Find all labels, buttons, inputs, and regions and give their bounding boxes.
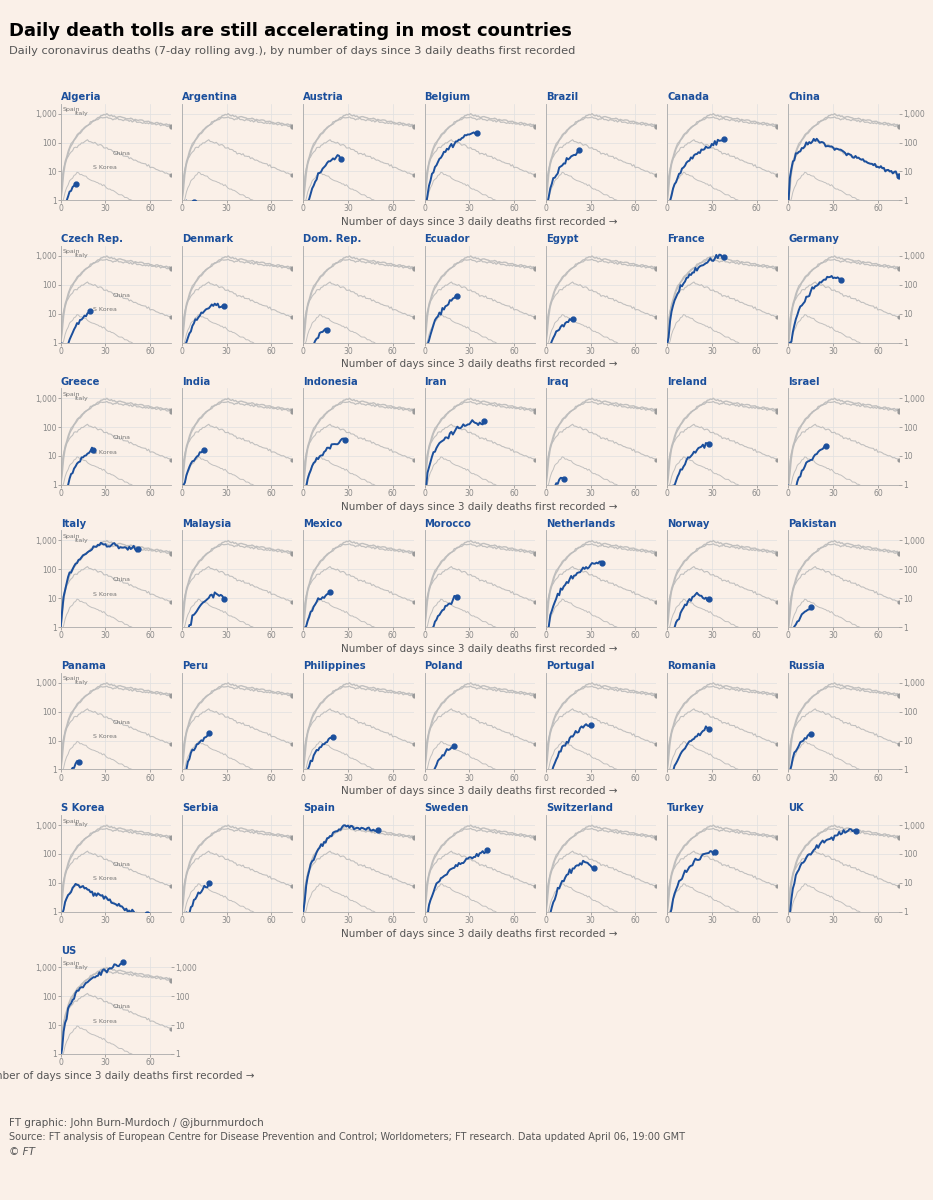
Text: S Korea: S Korea (93, 450, 118, 455)
Text: UK: UK (788, 804, 804, 814)
Text: France: France (667, 234, 704, 245)
Text: © FT: © FT (9, 1147, 35, 1157)
Text: China: China (788, 92, 820, 102)
Text: Spain: Spain (63, 818, 80, 823)
Text: Egypt: Egypt (546, 234, 578, 245)
Text: Number of days since 3 daily deaths first recorded →: Number of days since 3 daily deaths firs… (341, 644, 618, 654)
Text: Iran: Iran (425, 377, 447, 386)
Text: Number of days since 3 daily deaths first recorded →: Number of days since 3 daily deaths firs… (0, 1070, 254, 1081)
Text: China: China (113, 436, 131, 440)
Text: Algeria: Algeria (61, 92, 101, 102)
Text: Italy: Italy (74, 396, 88, 401)
Text: Turkey: Turkey (667, 804, 704, 814)
Text: Pakistan: Pakistan (788, 518, 837, 529)
Text: China: China (113, 720, 131, 725)
Text: Denmark: Denmark (182, 234, 233, 245)
Text: Spain: Spain (63, 677, 80, 682)
Text: Serbia: Serbia (182, 804, 218, 814)
Text: S Korea: S Korea (61, 804, 104, 814)
Text: Greece: Greece (61, 377, 100, 386)
Text: Czech Rep.: Czech Rep. (61, 234, 122, 245)
Text: Ireland: Ireland (667, 377, 707, 386)
Text: Canada: Canada (667, 92, 709, 102)
Text: Brazil: Brazil (546, 92, 578, 102)
Text: Philippines: Philippines (303, 661, 366, 671)
Text: Italy: Italy (74, 822, 88, 827)
Text: India: India (182, 377, 210, 386)
Text: China: China (113, 862, 131, 866)
Text: Spain: Spain (63, 391, 80, 397)
Text: Spain: Spain (63, 534, 80, 539)
Text: Mexico: Mexico (303, 518, 342, 529)
Text: Israel: Israel (788, 377, 820, 386)
Text: S Korea: S Korea (93, 307, 118, 312)
Text: S Korea: S Korea (93, 876, 118, 881)
Text: Russia: Russia (788, 661, 825, 671)
Text: Iraq: Iraq (546, 377, 568, 386)
Text: China: China (113, 577, 131, 582)
Text: Peru: Peru (182, 661, 208, 671)
Text: S Korea: S Korea (93, 734, 118, 739)
Text: Dom. Rep.: Dom. Rep. (303, 234, 362, 245)
Text: Sweden: Sweden (425, 804, 469, 814)
Text: Number of days since 3 daily deaths first recorded →: Number of days since 3 daily deaths firs… (341, 929, 618, 938)
Text: Norway: Norway (667, 518, 709, 529)
Text: China: China (113, 150, 131, 156)
Text: Panama: Panama (61, 661, 105, 671)
Text: Number of days since 3 daily deaths first recorded →: Number of days since 3 daily deaths firs… (341, 786, 618, 797)
Text: S Korea: S Korea (93, 1019, 118, 1024)
Text: China: China (113, 1004, 131, 1009)
Text: Argentina: Argentina (182, 92, 238, 102)
Text: Italy: Italy (61, 518, 86, 529)
Text: Belgium: Belgium (425, 92, 470, 102)
Text: Spain: Spain (63, 961, 80, 966)
Text: Switzerland: Switzerland (546, 804, 613, 814)
Text: Source: FT analysis of European Centre for Disease Prevention and Control; World: Source: FT analysis of European Centre f… (9, 1133, 686, 1142)
Text: Number of days since 3 daily deaths first recorded →: Number of days since 3 daily deaths firs… (341, 359, 618, 370)
Text: Number of days since 3 daily deaths first recorded →: Number of days since 3 daily deaths firs… (341, 217, 618, 227)
Text: Portugal: Portugal (546, 661, 594, 671)
Text: Spain: Spain (63, 250, 80, 254)
Text: Ecuador: Ecuador (425, 234, 470, 245)
Text: Romania: Romania (667, 661, 717, 671)
Text: Germany: Germany (788, 234, 840, 245)
Text: Italy: Italy (74, 538, 88, 542)
Text: Spain: Spain (63, 107, 80, 112)
Text: S Korea: S Korea (93, 592, 118, 596)
Text: Italy: Italy (74, 680, 88, 685)
Text: Daily death tolls are still accelerating in most countries: Daily death tolls are still accelerating… (9, 22, 572, 40)
Text: US: US (61, 946, 76, 955)
Text: Malaysia: Malaysia (182, 518, 231, 529)
Text: Italy: Italy (74, 253, 88, 258)
Text: Number of days since 3 daily deaths first recorded →: Number of days since 3 daily deaths firs… (341, 502, 618, 511)
Text: Austria: Austria (303, 92, 344, 102)
Text: Indonesia: Indonesia (303, 377, 358, 386)
Text: China: China (113, 293, 131, 298)
Text: Poland: Poland (425, 661, 463, 671)
Text: Italy: Italy (74, 965, 88, 970)
Text: S Korea: S Korea (93, 164, 118, 170)
Text: FT graphic: John Burn-Murdoch / @jburnmurdoch: FT graphic: John Burn-Murdoch / @jburnmu… (9, 1118, 264, 1128)
Text: Netherlands: Netherlands (546, 518, 615, 529)
Text: Italy: Italy (74, 110, 88, 116)
Text: Spain: Spain (303, 804, 335, 814)
Text: Morocco: Morocco (425, 518, 471, 529)
Text: Daily coronavirus deaths (7-day rolling avg.), by number of days since 3 daily d: Daily coronavirus deaths (7-day rolling … (9, 46, 576, 55)
